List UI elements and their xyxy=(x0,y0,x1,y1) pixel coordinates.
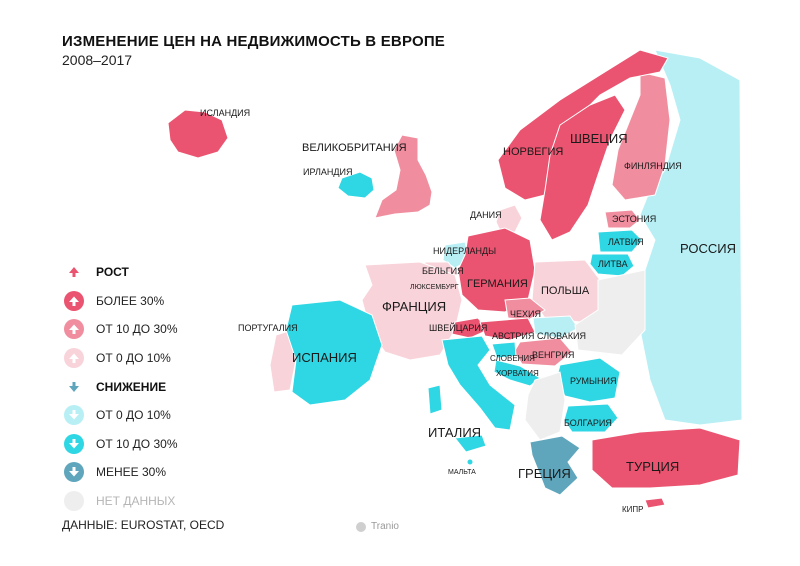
legend-item: ОТ 0 ДО 10% xyxy=(64,344,264,373)
country-italy[interactable] xyxy=(441,335,516,431)
island-sicily xyxy=(454,434,487,453)
country-slovakia[interactable] xyxy=(532,315,579,339)
legend-item-label: ОТ 0 ДО 10% xyxy=(96,351,171,366)
label-russia: РОССИЯ xyxy=(680,241,736,256)
brand-name: Tranio xyxy=(371,521,399,532)
brand-icon xyxy=(356,521,366,532)
label-belgium: БЕЛЬГИЯ xyxy=(422,266,464,276)
legend-item-label: БОЛЕЕ 30% xyxy=(96,293,165,308)
country-finland[interactable] xyxy=(611,71,671,201)
legend-item-label: МЕНЕЕ 30% xyxy=(96,465,167,480)
arrow-up-icon xyxy=(64,262,84,282)
legend-item-label: ОТ 0 ДО 10% xyxy=(96,408,171,423)
brand-logo: Tranio xyxy=(356,521,399,532)
arrow-down-icon xyxy=(64,405,84,426)
label-estonia: ЭСТОНИЯ xyxy=(612,214,656,224)
country-cyprus[interactable] xyxy=(644,497,666,509)
legend: РОСТ БОЛЕЕ 30% ОТ 10 ДО 30% ОТ 0 ДО 10% … xyxy=(64,258,264,515)
arrow-up-icon xyxy=(64,348,84,369)
country-sweden[interactable] xyxy=(539,94,626,241)
country-switzerland[interactable] xyxy=(451,317,489,339)
legend-item: ОТ 0 ДО 10% xyxy=(64,401,264,430)
label-czechia: ЧЕХИЯ xyxy=(510,309,541,319)
label-france: ФРАНЦИЯ xyxy=(382,299,446,314)
country-iceland[interactable] xyxy=(167,109,229,159)
label-spain: ИСПАНИЯ xyxy=(292,350,357,365)
legend-item: БОЛЕЕ 30% xyxy=(64,287,264,316)
country-ireland[interactable] xyxy=(337,171,375,199)
label-latvia: ЛАТВИЯ xyxy=(608,237,644,247)
country-turkey[interactable] xyxy=(591,427,741,489)
no-data-swatch-icon xyxy=(64,491,84,512)
label-ireland: ИРЛАНДИЯ xyxy=(303,167,352,177)
country-bulgaria[interactable] xyxy=(563,403,619,433)
label-netherlands: НИДЕРЛАНДЫ xyxy=(433,246,496,256)
label-poland: ПОЛЬША xyxy=(541,285,590,297)
label-luxembourg: ЛЮКСЕМБУРГ xyxy=(410,284,459,291)
region-balkans xyxy=(524,371,566,441)
legend-rise-label: РОСТ xyxy=(96,265,129,280)
label-bulgaria: БОЛГАРИЯ xyxy=(564,418,612,428)
label-hungary: ВЕНГРИЯ xyxy=(532,350,574,360)
legend-fall-header: СНИЖЕНИЕ xyxy=(64,372,264,401)
legend-item-label: ОТ 10 ДО 30% xyxy=(96,436,178,451)
label-cyprus: КИПР xyxy=(622,505,644,514)
label-austria: АВСТРИЯ xyxy=(492,331,534,341)
country-czechia[interactable] xyxy=(504,297,546,321)
label-switzerland: ШВЕЙЦАРИЯ xyxy=(429,322,487,333)
arrow-down-icon xyxy=(64,433,84,454)
country-malta[interactable] xyxy=(466,458,474,466)
legend-item-label: НЕТ ДАННЫХ xyxy=(96,494,176,509)
legend-fall-label: СНИЖЕНИЕ xyxy=(96,379,167,394)
label-turkey: ТУРЦИЯ xyxy=(626,459,679,474)
legend-item: ОТ 10 ДО 30% xyxy=(64,315,264,344)
country-latvia[interactable] xyxy=(597,229,643,253)
label-germany: ГЕРМАНИЯ xyxy=(467,278,528,290)
label-malta: МАЛЬТА xyxy=(448,469,476,476)
label-lithuania: ЛИТВА xyxy=(598,259,628,269)
country-slovenia[interactable] xyxy=(491,341,517,359)
legend-item: НЕТ ДАННЫХ xyxy=(64,487,264,516)
arrow-up-icon xyxy=(64,290,84,311)
country-spain[interactable] xyxy=(285,299,383,406)
arrow-down-icon xyxy=(64,462,84,483)
label-portugal: ПОРТУГАЛИЯ xyxy=(238,323,298,333)
label-finland: ФИНЛЯНДИЯ xyxy=(624,161,682,171)
country-germany[interactable] xyxy=(457,227,536,313)
legend-rise-header: РОСТ xyxy=(64,258,264,287)
country-uk[interactable] xyxy=(374,134,433,219)
legend-item: МЕНЕЕ 30% xyxy=(64,458,264,487)
label-romania: РУМЫНИЯ xyxy=(570,376,616,386)
arrow-down-icon xyxy=(64,377,84,397)
label-sweden: ШВЕЦИЯ xyxy=(570,131,628,146)
country-austria[interactable] xyxy=(479,317,536,341)
label-greece: ГРЕЦИЯ xyxy=(518,466,571,481)
country-norway[interactable] xyxy=(497,49,669,201)
arrow-up-icon xyxy=(64,319,84,340)
map-subtitle: 2008–2017 xyxy=(62,52,133,68)
country-croatia[interactable] xyxy=(493,359,541,387)
island-sardinia xyxy=(427,384,443,415)
label-iceland: ИСЛАНДИЯ xyxy=(200,108,250,118)
label-slovenia: СЛОВЕНИЯ xyxy=(490,354,535,363)
label-croatia: ХОРВАТИЯ xyxy=(496,369,539,378)
country-greece[interactable] xyxy=(529,435,581,496)
country-estonia[interactable] xyxy=(604,209,641,229)
country-france[interactable] xyxy=(361,261,463,361)
map-title: ИЗМЕНЕНИЕ ЦЕН НА НЕДВИЖИМОСТЬ В ЕВРОПЕ xyxy=(62,33,446,50)
region-eastern-europe xyxy=(574,269,646,356)
legend-item-label: ОТ 10 ДО 30% xyxy=(96,322,178,337)
legend-item: ОТ 10 ДО 30% xyxy=(64,430,264,459)
label-slovakia: СЛОВАКИЯ xyxy=(537,331,586,341)
label-italy: ИТАЛИЯ xyxy=(428,425,481,440)
label-uk: ВЕЛИКОБРИТАНИЯ xyxy=(302,142,407,154)
data-source: ДАННЫЕ: EUROSTAT, OECD xyxy=(62,518,225,532)
label-norway: НОРВЕГИЯ xyxy=(503,146,563,158)
label-denmark: ДАНИЯ xyxy=(470,210,502,220)
country-denmark[interactable] xyxy=(495,204,523,236)
